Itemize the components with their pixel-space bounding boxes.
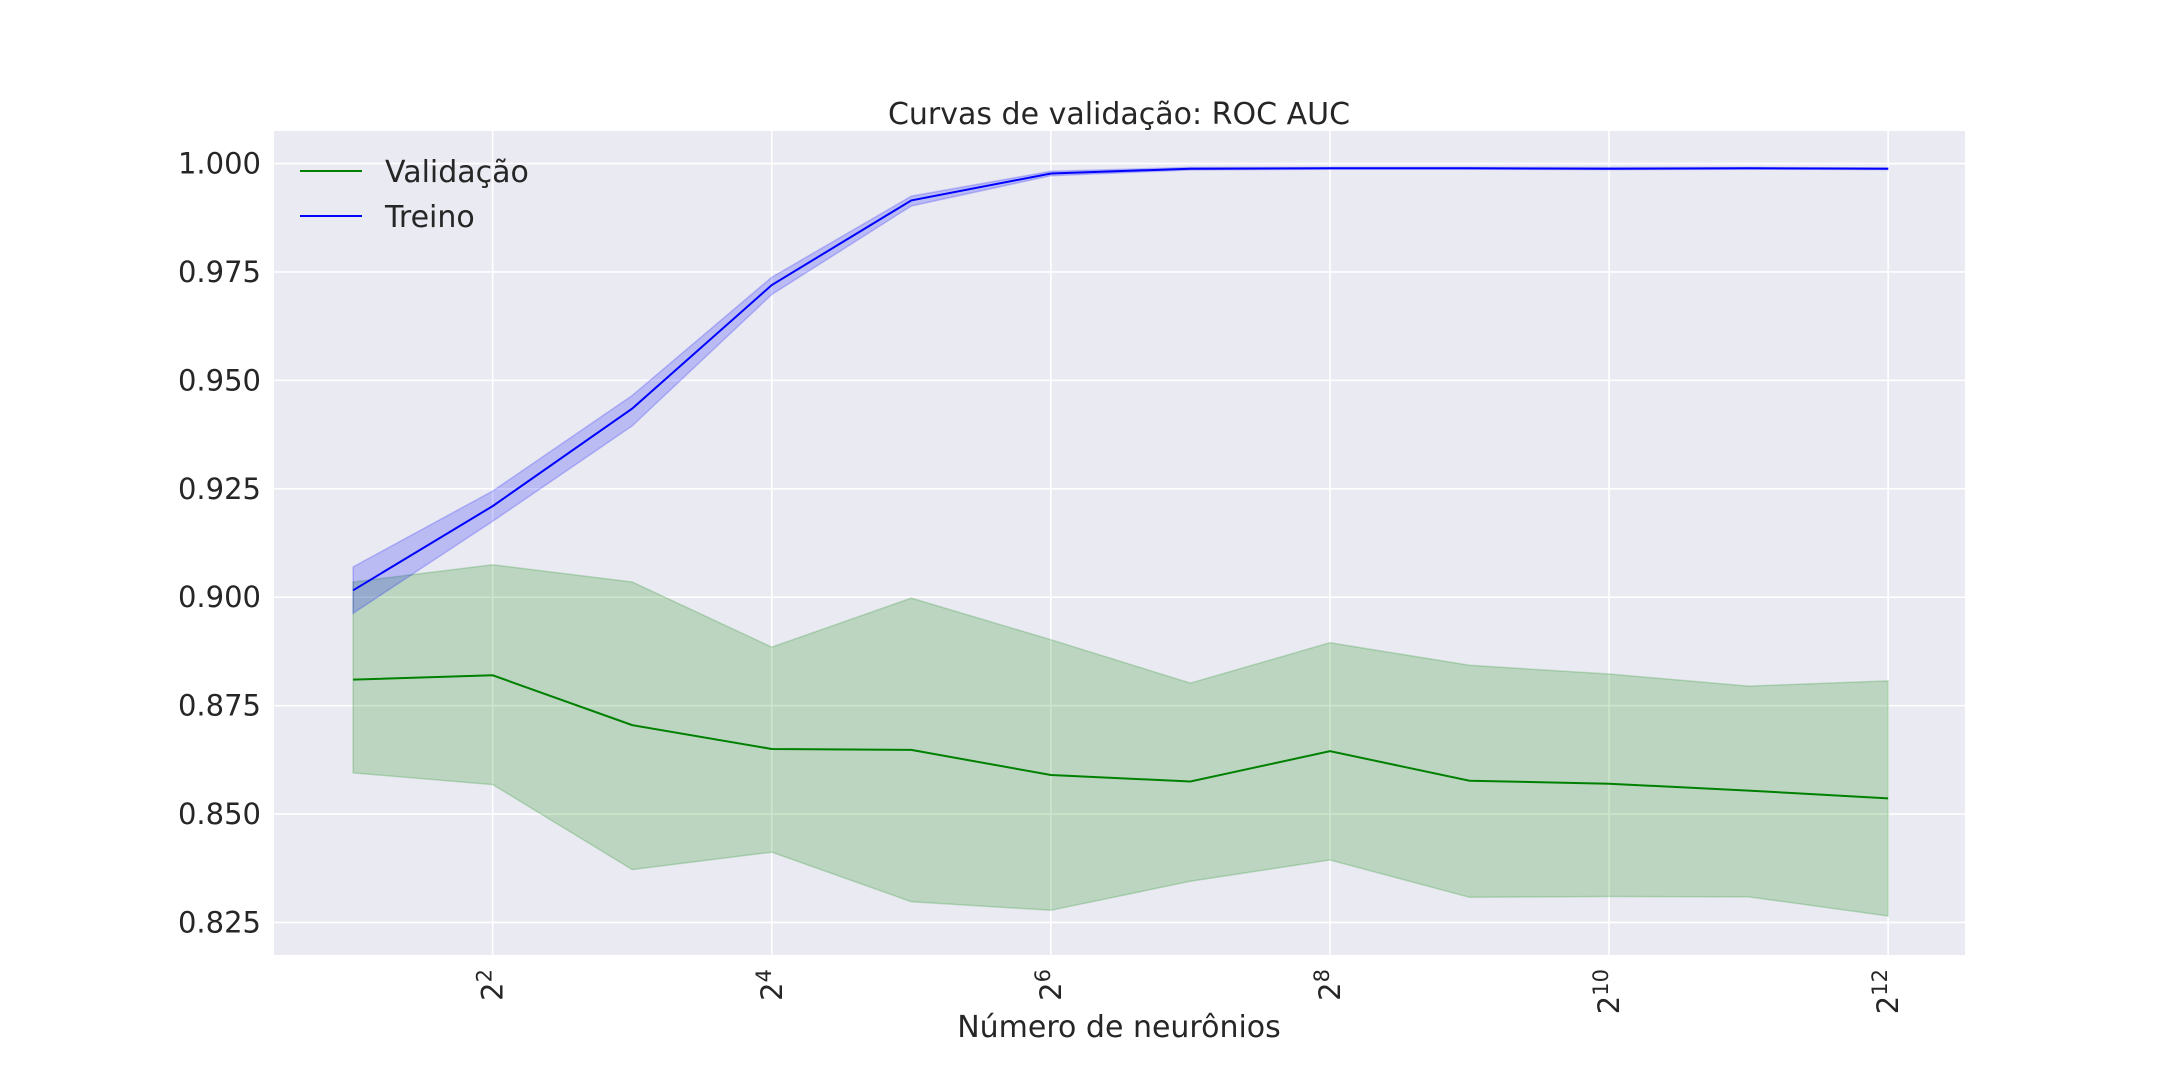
series-line-1 — [352, 167, 1889, 592]
series-band-0 — [352, 563, 1889, 917]
x-tick-label: 22 — [473, 969, 510, 1001]
y-tick-label: 0.825 — [178, 905, 261, 939]
x-tick-text: 24 — [752, 969, 789, 1001]
x-tick-exponent: 12 — [1868, 969, 1892, 996]
legend: Validação Treino — [300, 155, 529, 235]
x-tick-text: 212 — [1868, 969, 1905, 1014]
x-tick-label: 212 — [1868, 969, 1905, 1014]
plot-background — [274, 131, 1965, 955]
legend-label: Treino — [384, 200, 475, 235]
x-tick-text: 210 — [1589, 969, 1626, 1014]
y-tick-label: 0.900 — [178, 580, 261, 614]
x-tick-base: 2 — [1592, 996, 1626, 1014]
y-tick-label: 1.000 — [178, 147, 261, 181]
x-tick-base: 2 — [1871, 996, 1905, 1014]
x-tick-text: 28 — [1310, 969, 1347, 1001]
x-tick-label: 28 — [1310, 969, 1347, 1001]
x-tick-exponent: 4 — [752, 969, 776, 982]
y-axis-ticks: 0.825 0.850 0.875 0.900 0.925 0.950 0.975 1.000 — [178, 147, 261, 940]
x-tick-text: 22 — [473, 969, 510, 1001]
legend-label: Validação — [385, 155, 529, 190]
x-tick-base: 2 — [1034, 982, 1068, 1000]
x-tick-text: 26 — [1031, 969, 1068, 1001]
y-tick-label: 0.850 — [178, 797, 261, 831]
y-tick-label: 0.950 — [178, 363, 261, 397]
x-axis-title: Número de neurônios — [957, 1010, 1281, 1045]
x-tick-exponent: 6 — [1031, 969, 1055, 982]
confidence-bands — [352, 166, 1889, 917]
x-tick-exponent: 8 — [1310, 969, 1334, 982]
x-tick-exponent: 10 — [1589, 969, 1613, 996]
x-tick-label: 26 — [1031, 969, 1068, 1001]
y-tick-label: 0.875 — [178, 689, 261, 723]
series-lines — [352, 167, 1889, 800]
x-tick-base: 2 — [755, 982, 789, 1000]
x-tick-base: 2 — [1313, 982, 1347, 1000]
series-band-1 — [352, 166, 1889, 615]
x-tick-exponent: 2 — [473, 969, 497, 982]
x-tick-label: 24 — [752, 969, 789, 1001]
x-tick-label: 210 — [1589, 969, 1626, 1014]
y-tick-label: 0.925 — [178, 472, 261, 506]
x-tick-base: 2 — [476, 982, 510, 1000]
chart-title: Curvas de validação: ROC AUC — [888, 97, 1350, 132]
y-tick-label: 0.975 — [178, 255, 261, 289]
series-line-0 — [353, 674, 1889, 800]
grid — [274, 131, 1965, 955]
